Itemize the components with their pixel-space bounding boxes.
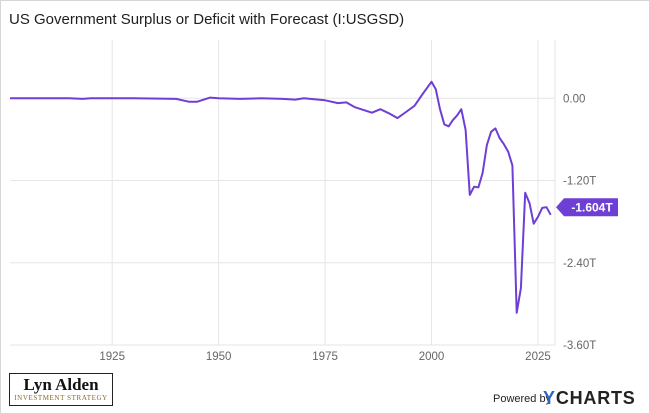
series-line <box>10 80 552 314</box>
series-layer <box>10 80 552 314</box>
x-tick-label: 2000 <box>419 351 445 363</box>
last-value-marker: -1.604T <box>556 198 618 217</box>
logo-name: Lyn Alden <box>23 375 99 394</box>
y-tick-label: 0.00 <box>563 93 585 105</box>
ycharts-y: Y <box>543 388 556 408</box>
x-tick-label: 1925 <box>99 351 125 363</box>
last-value-label: -1.604T <box>571 201 613 215</box>
ycharts-wordmark: CHARTS <box>555 388 636 408</box>
powered-by-text: Powered by <box>493 393 552 405</box>
ycharts-logo: YCHARTS <box>543 388 636 408</box>
x-tick-label: 1950 <box>206 351 232 363</box>
y-tick-label: -3.60T <box>563 340 596 352</box>
gridlines <box>10 40 556 346</box>
x-tick-label: 2025 <box>525 351 551 363</box>
y-tick-label: -1.20T <box>563 176 596 188</box>
chart-title: US Government Surplus or Deficit with Fo… <box>9 11 405 28</box>
last-value-tag <box>556 198 618 217</box>
lyn-alden-logo: Lyn Alden INVESTMENT STRATEGY <box>9 373 113 406</box>
x-tick-label: 1975 <box>312 351 338 363</box>
logo-subtitle: INVESTMENT STRATEGY <box>14 394 108 402</box>
y-tick-label: -2.40T <box>563 258 596 270</box>
axis-labels: 0.00 -1.20T -2.40T -3.60T 1925 1950 1975 2000 20… <box>99 93 596 363</box>
